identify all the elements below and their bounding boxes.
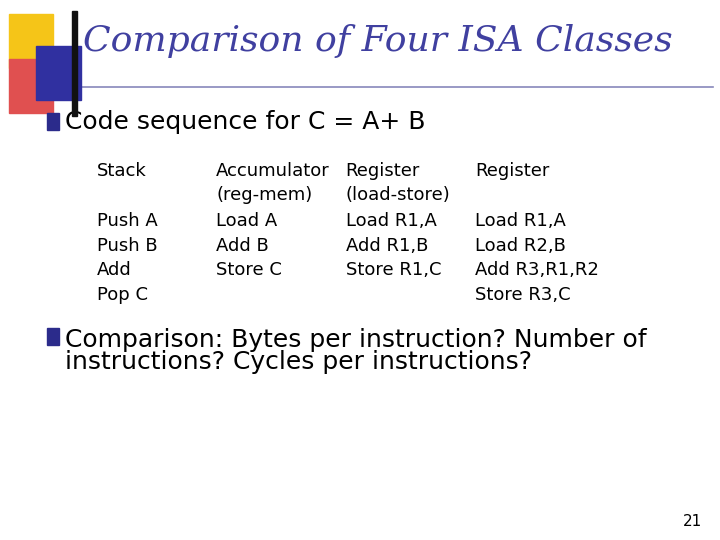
Text: (reg-mem): (reg-mem) <box>216 186 312 204</box>
Text: Comparison of Four ISA Classes: Comparison of Four ISA Classes <box>83 24 672 57</box>
Text: Store C: Store C <box>216 261 282 279</box>
Text: Add R3,R1,R2: Add R3,R1,R2 <box>475 261 599 279</box>
Text: Store R1,C: Store R1,C <box>346 261 441 279</box>
Text: Add R1,B: Add R1,B <box>346 237 428 254</box>
Bar <box>9 59 53 113</box>
Bar <box>72 11 77 116</box>
Text: Store R3,C: Store R3,C <box>475 286 571 304</box>
Text: Add B: Add B <box>216 237 269 254</box>
Text: Stack: Stack <box>97 162 147 180</box>
Text: Comparison: Bytes per instruction? Number of: Comparison: Bytes per instruction? Numbe… <box>65 328 647 352</box>
Text: Register: Register <box>346 162 420 180</box>
Text: Register: Register <box>475 162 549 180</box>
Text: Load R2,B: Load R2,B <box>475 237 566 254</box>
Bar <box>47 113 59 130</box>
Bar <box>36 46 81 100</box>
Text: Accumulator: Accumulator <box>216 162 330 180</box>
Text: (load-store): (load-store) <box>346 186 450 204</box>
Bar <box>47 328 59 345</box>
Text: Load A: Load A <box>216 212 277 230</box>
Text: Load R1,A: Load R1,A <box>346 212 436 230</box>
Text: Push B: Push B <box>97 237 158 254</box>
Text: instructions? Cycles per instructions?: instructions? Cycles per instructions? <box>65 350 532 374</box>
Text: Add: Add <box>97 261 132 279</box>
Text: Push A: Push A <box>97 212 158 230</box>
Text: Code sequence for C = A+ B: Code sequence for C = A+ B <box>65 110 426 133</box>
Bar <box>9 14 53 68</box>
Text: Pop C: Pop C <box>97 286 148 304</box>
Text: 21: 21 <box>683 514 702 529</box>
Text: Load R1,A: Load R1,A <box>475 212 566 230</box>
